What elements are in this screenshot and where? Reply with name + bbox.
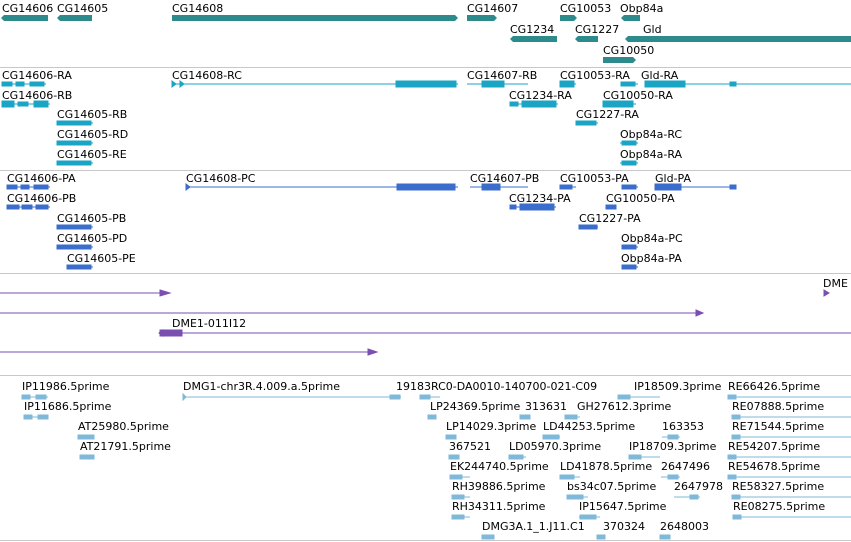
est-label[interactable]: EK244740.5prime [450, 460, 549, 473]
protein-label[interactable]: CG14605-PB [57, 212, 127, 225]
protein-label[interactable]: CG10050-PA [606, 192, 675, 205]
est-label[interactable]: RE58327.5prime [732, 480, 825, 493]
est-label[interactable]: GH27612.3prime [577, 400, 672, 413]
est-label[interactable]: RH34311.5prime [452, 500, 546, 513]
gene-glyph-cg14607 [467, 15, 497, 21]
est-label[interactable]: RE71544.5prime [732, 420, 825, 433]
gene-label[interactable]: CG14608 [172, 2, 224, 15]
est-label[interactable]: IP11986.5prime [22, 380, 110, 393]
protein-label[interactable]: CG14607-PB [470, 172, 540, 185]
est-label[interactable]: LD05970.3prime [509, 440, 602, 453]
gene-glyphs [1, 15, 851, 63]
protein-glyphs [6, 183, 737, 270]
track-separator-transcripts [0, 170, 851, 171]
gene-label[interactable]: Obp84a [620, 2, 664, 15]
gene-glyph-cg1234 [510, 36, 557, 42]
gene-glyph-cg1227 [575, 36, 598, 42]
est-label[interactable]: IP18709.3prime [629, 440, 717, 453]
est-label[interactable]: DMG1-chr3R.4.009.a.5prime [183, 380, 341, 393]
est-label[interactable]: RE66426.5prime [728, 380, 821, 393]
gene-label[interactable]: CG10053 [560, 2, 612, 15]
est-label[interactable]: IP15647.5prime [579, 500, 667, 513]
est-label[interactable]: IP11686.5prime [24, 400, 112, 413]
protein-label[interactable]: Obp84a-PA [621, 252, 682, 265]
gene-glyph-cg14606 [1, 15, 48, 21]
gene-glyph-cg10053 [560, 15, 577, 21]
est-label[interactable]: 163353 [662, 420, 704, 433]
est-label[interactable]: RE54207.5prime [728, 440, 821, 453]
est-label[interactable]: 313631 [525, 400, 567, 413]
protein-label[interactable]: CG1234-PA [509, 192, 571, 205]
transcript-label[interactable]: CG14605-RB [57, 108, 128, 121]
est-label[interactable]: AT25980.5prime [78, 420, 169, 433]
track-separator-bottom [0, 540, 851, 541]
clone-label[interactable]: DME [823, 277, 848, 290]
track-separator-genes [0, 67, 851, 68]
gene-glyph-cg10050 [603, 57, 636, 63]
gene-label[interactable]: CG1234 [510, 23, 555, 36]
est-label[interactable]: RE08275.5prime [733, 500, 826, 513]
est-label[interactable]: 370324 [603, 520, 645, 533]
transcript-label[interactable]: CG14608-RC [172, 69, 242, 82]
est-label[interactable]: 2647496 [661, 460, 710, 473]
gene-label[interactable]: CG14606 [2, 2, 54, 15]
est-label[interactable]: AT21791.5prime [80, 440, 171, 453]
est-label[interactable]: RE54678.5prime [728, 460, 821, 473]
transcript-label[interactable]: CG1227-RA [576, 108, 639, 121]
est-label[interactable]: 19183RC0-DA0010-140700-021-C09 [396, 380, 598, 393]
protein-label[interactable]: CG14606-PB [7, 192, 77, 205]
est-label[interactable]: RH39886.5prime [452, 480, 546, 493]
est-label[interactable]: RE07888.5prime [732, 400, 825, 413]
gene-glyph-obp84a [621, 15, 640, 21]
transcript-label[interactable]: CG14605-RE [57, 148, 127, 161]
protein-label[interactable]: CG14605-PD [57, 232, 128, 245]
gene-label[interactable]: CG14605 [57, 2, 109, 15]
est-label[interactable]: IP18509.3prime [634, 380, 722, 393]
gene-glyph-cg14608 [172, 15, 458, 21]
transcript-label[interactable]: CG1234-RA [509, 89, 572, 102]
transcript-label[interactable]: CG14605-RD [57, 128, 129, 141]
transcript-track: CG14606-RA CG14608-RC CG14607-RB CG10053… [0, 0, 851, 170]
gene-label[interactable]: Gld [643, 23, 662, 36]
est-label[interactable]: 2648003 [660, 520, 709, 533]
est-label[interactable]: LD44253.5prime [543, 420, 636, 433]
protein-label[interactable]: Gld-PA [655, 172, 691, 185]
gene-track: CG14606 CG14605 CG14608 CG14607 CG10053 … [0, 0, 851, 67]
track-separator-proteins [0, 273, 851, 274]
protein-track: CG14606-PA CG14608-PC CG14607-PB CG10053… [6, 172, 737, 270]
est-label[interactable]: 2647978 [674, 480, 723, 493]
gene-glyph-gld [625, 36, 851, 42]
protein-label[interactable]: CG1227-PA [579, 212, 641, 225]
est-label[interactable]: LP14029.3prime [446, 420, 537, 433]
est-label[interactable]: bs34c07.5prime [567, 480, 657, 493]
gene-label[interactable]: CG10050 [603, 44, 655, 57]
transcript-label[interactable]: CG10053-RA [560, 69, 630, 82]
track-separator-clones [0, 375, 851, 376]
transcript-label[interactable]: Obp84a-RC [620, 128, 683, 141]
clone-label[interactable]: DME1-011I12 [172, 317, 247, 330]
gene-label[interactable]: CG14607 [467, 2, 519, 15]
gene-glyph-cg14605 [57, 15, 92, 21]
protein-label[interactable]: CG14605-PE [67, 252, 136, 265]
est-label[interactable]: 367521 [449, 440, 491, 453]
protein-label[interactable]: CG14608-PC [186, 172, 256, 185]
gene-label[interactable]: CG1227 [575, 23, 620, 36]
transcript-label[interactable]: CG14607-RB [467, 69, 538, 82]
transcript-label[interactable]: CG14606-RA [2, 69, 72, 82]
transcript-label[interactable]: Obp84a-RA [620, 148, 683, 161]
protein-label[interactable]: Obp84a-PC [621, 232, 683, 245]
est-label[interactable]: LP24369.5prime [430, 400, 521, 413]
protein-label[interactable]: CG10053-PA [560, 172, 629, 185]
clone-track: DME DME1-011I12 [0, 277, 851, 356]
est-label[interactable]: DMG3A.1_1.J11.C1 [482, 520, 585, 533]
protein-label[interactable]: CG14606-PA [7, 172, 76, 185]
transcript-glyphs [1, 80, 851, 166]
clone-glyphs [0, 289, 851, 356]
transcript-label[interactable]: Gld-RA [641, 69, 679, 82]
est-label[interactable]: LD41878.5prime [560, 460, 653, 473]
transcript-label[interactable]: CG10050-RA [603, 89, 673, 102]
transcript-label[interactable]: CG14606-RB [2, 89, 73, 102]
